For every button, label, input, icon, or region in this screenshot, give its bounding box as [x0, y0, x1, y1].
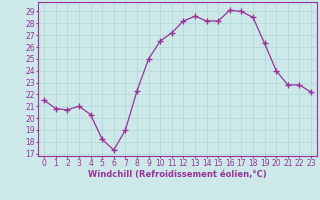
X-axis label: Windchill (Refroidissement éolien,°C): Windchill (Refroidissement éolien,°C): [88, 170, 267, 179]
